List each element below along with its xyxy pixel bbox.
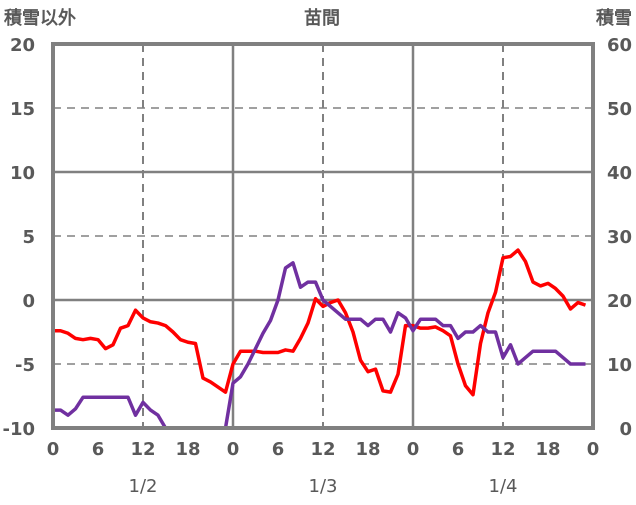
x-tick: 0 [227,439,240,460]
x-tick: 6 [452,439,465,460]
y-tick-left: 10 [10,163,35,184]
y-tick-left: 0 [22,291,35,312]
y-tick-left: -5 [15,355,35,376]
date-label: 1/4 [489,476,518,497]
x-tick: 0 [47,439,60,460]
y-tick-left: -10 [2,419,35,440]
y-tick-right: 0 [619,419,632,440]
series-line-1 [53,261,586,430]
y-tick-left: 20 [10,35,35,56]
x-tick: 6 [272,439,285,460]
y-tick-right: 40 [607,163,632,184]
x-tick: 18 [175,439,200,460]
series-line-0 [53,248,587,397]
y-tick-right: 50 [607,99,632,120]
y-tick-right: 20 [607,291,632,312]
date-label: 1/2 [129,476,158,497]
chart-title: 苗間 [304,8,340,29]
x-tick: 0 [407,439,420,460]
x-tick: 18 [535,439,560,460]
x-tick: 12 [310,439,335,460]
x-tick: 0 [587,439,600,460]
x-tick: 12 [130,439,155,460]
y-tick-right: 60 [607,35,632,56]
y-tick-left: 15 [10,99,35,120]
x-tick: 12 [490,439,515,460]
y-tick-left: 5 [22,227,35,248]
left-axis-title: 積雪以外 [3,7,76,29]
right-axis-title: 積雪 [595,7,632,29]
y-tick-right: 30 [607,227,632,248]
x-tick: 6 [92,439,105,460]
x-tick: 18 [355,439,380,460]
plot-frame [51,42,595,430]
date-label: 1/3 [309,476,338,497]
y-tick-right: 10 [607,355,632,376]
